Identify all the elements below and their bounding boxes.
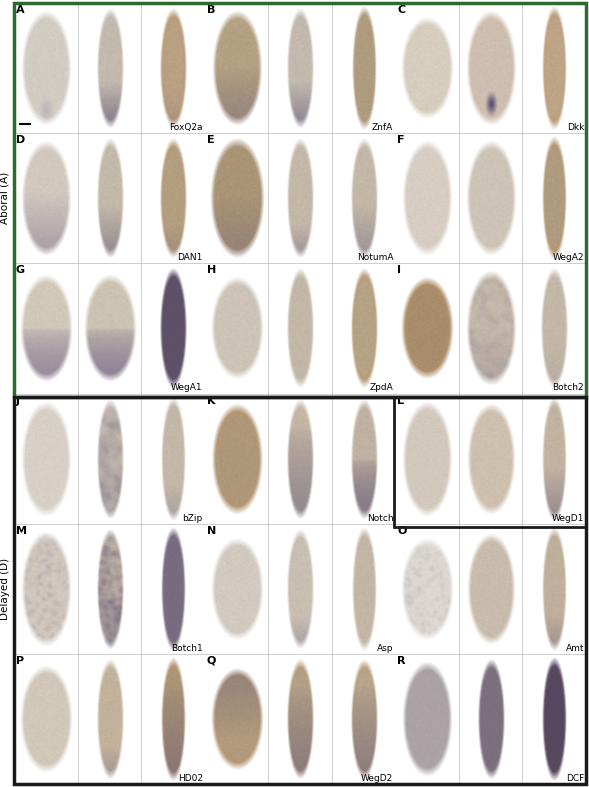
Text: D: D bbox=[16, 135, 25, 145]
Text: Q: Q bbox=[207, 656, 216, 666]
Bar bbox=[14, 397, 586, 784]
Text: HD02: HD02 bbox=[178, 774, 203, 783]
Text: ZpdA: ZpdA bbox=[369, 383, 393, 393]
Text: L: L bbox=[398, 396, 404, 405]
Text: J: J bbox=[16, 396, 20, 405]
Text: I: I bbox=[398, 265, 401, 275]
Text: DAN1: DAN1 bbox=[177, 253, 203, 262]
Text: NotumA: NotumA bbox=[357, 253, 393, 262]
Text: bZip: bZip bbox=[183, 514, 203, 523]
Text: F: F bbox=[398, 135, 405, 145]
Text: A: A bbox=[16, 5, 25, 15]
Text: N: N bbox=[207, 526, 216, 536]
Text: B: B bbox=[207, 5, 215, 15]
Text: DCF: DCF bbox=[566, 774, 584, 783]
Text: Asp: Asp bbox=[377, 644, 393, 653]
Text: WegD2: WegD2 bbox=[361, 774, 393, 783]
Bar bbox=[394, 397, 586, 527]
Bar bbox=[14, 3, 586, 397]
Text: ZnfA: ZnfA bbox=[372, 124, 393, 132]
Text: WegA1: WegA1 bbox=[171, 383, 203, 393]
Text: Delayed (D): Delayed (D) bbox=[0, 558, 10, 620]
Text: Aboral (A): Aboral (A) bbox=[0, 172, 10, 224]
Text: C: C bbox=[398, 5, 405, 15]
Text: Dkk: Dkk bbox=[567, 124, 584, 132]
Text: O: O bbox=[398, 526, 407, 536]
Text: P: P bbox=[16, 656, 24, 666]
Text: G: G bbox=[16, 265, 25, 275]
Text: Botch1: Botch1 bbox=[171, 644, 203, 653]
Text: M: M bbox=[16, 526, 27, 536]
Text: K: K bbox=[207, 396, 215, 405]
Text: Amt: Amt bbox=[565, 644, 584, 653]
Text: FoxQ2a: FoxQ2a bbox=[169, 124, 203, 132]
Text: R: R bbox=[398, 656, 406, 666]
Text: Botch2: Botch2 bbox=[552, 383, 584, 393]
Text: Notch: Notch bbox=[367, 514, 393, 523]
Text: H: H bbox=[207, 265, 216, 275]
Text: WegA2: WegA2 bbox=[552, 253, 584, 262]
Text: E: E bbox=[207, 135, 214, 145]
Text: WegD1: WegD1 bbox=[552, 514, 584, 523]
